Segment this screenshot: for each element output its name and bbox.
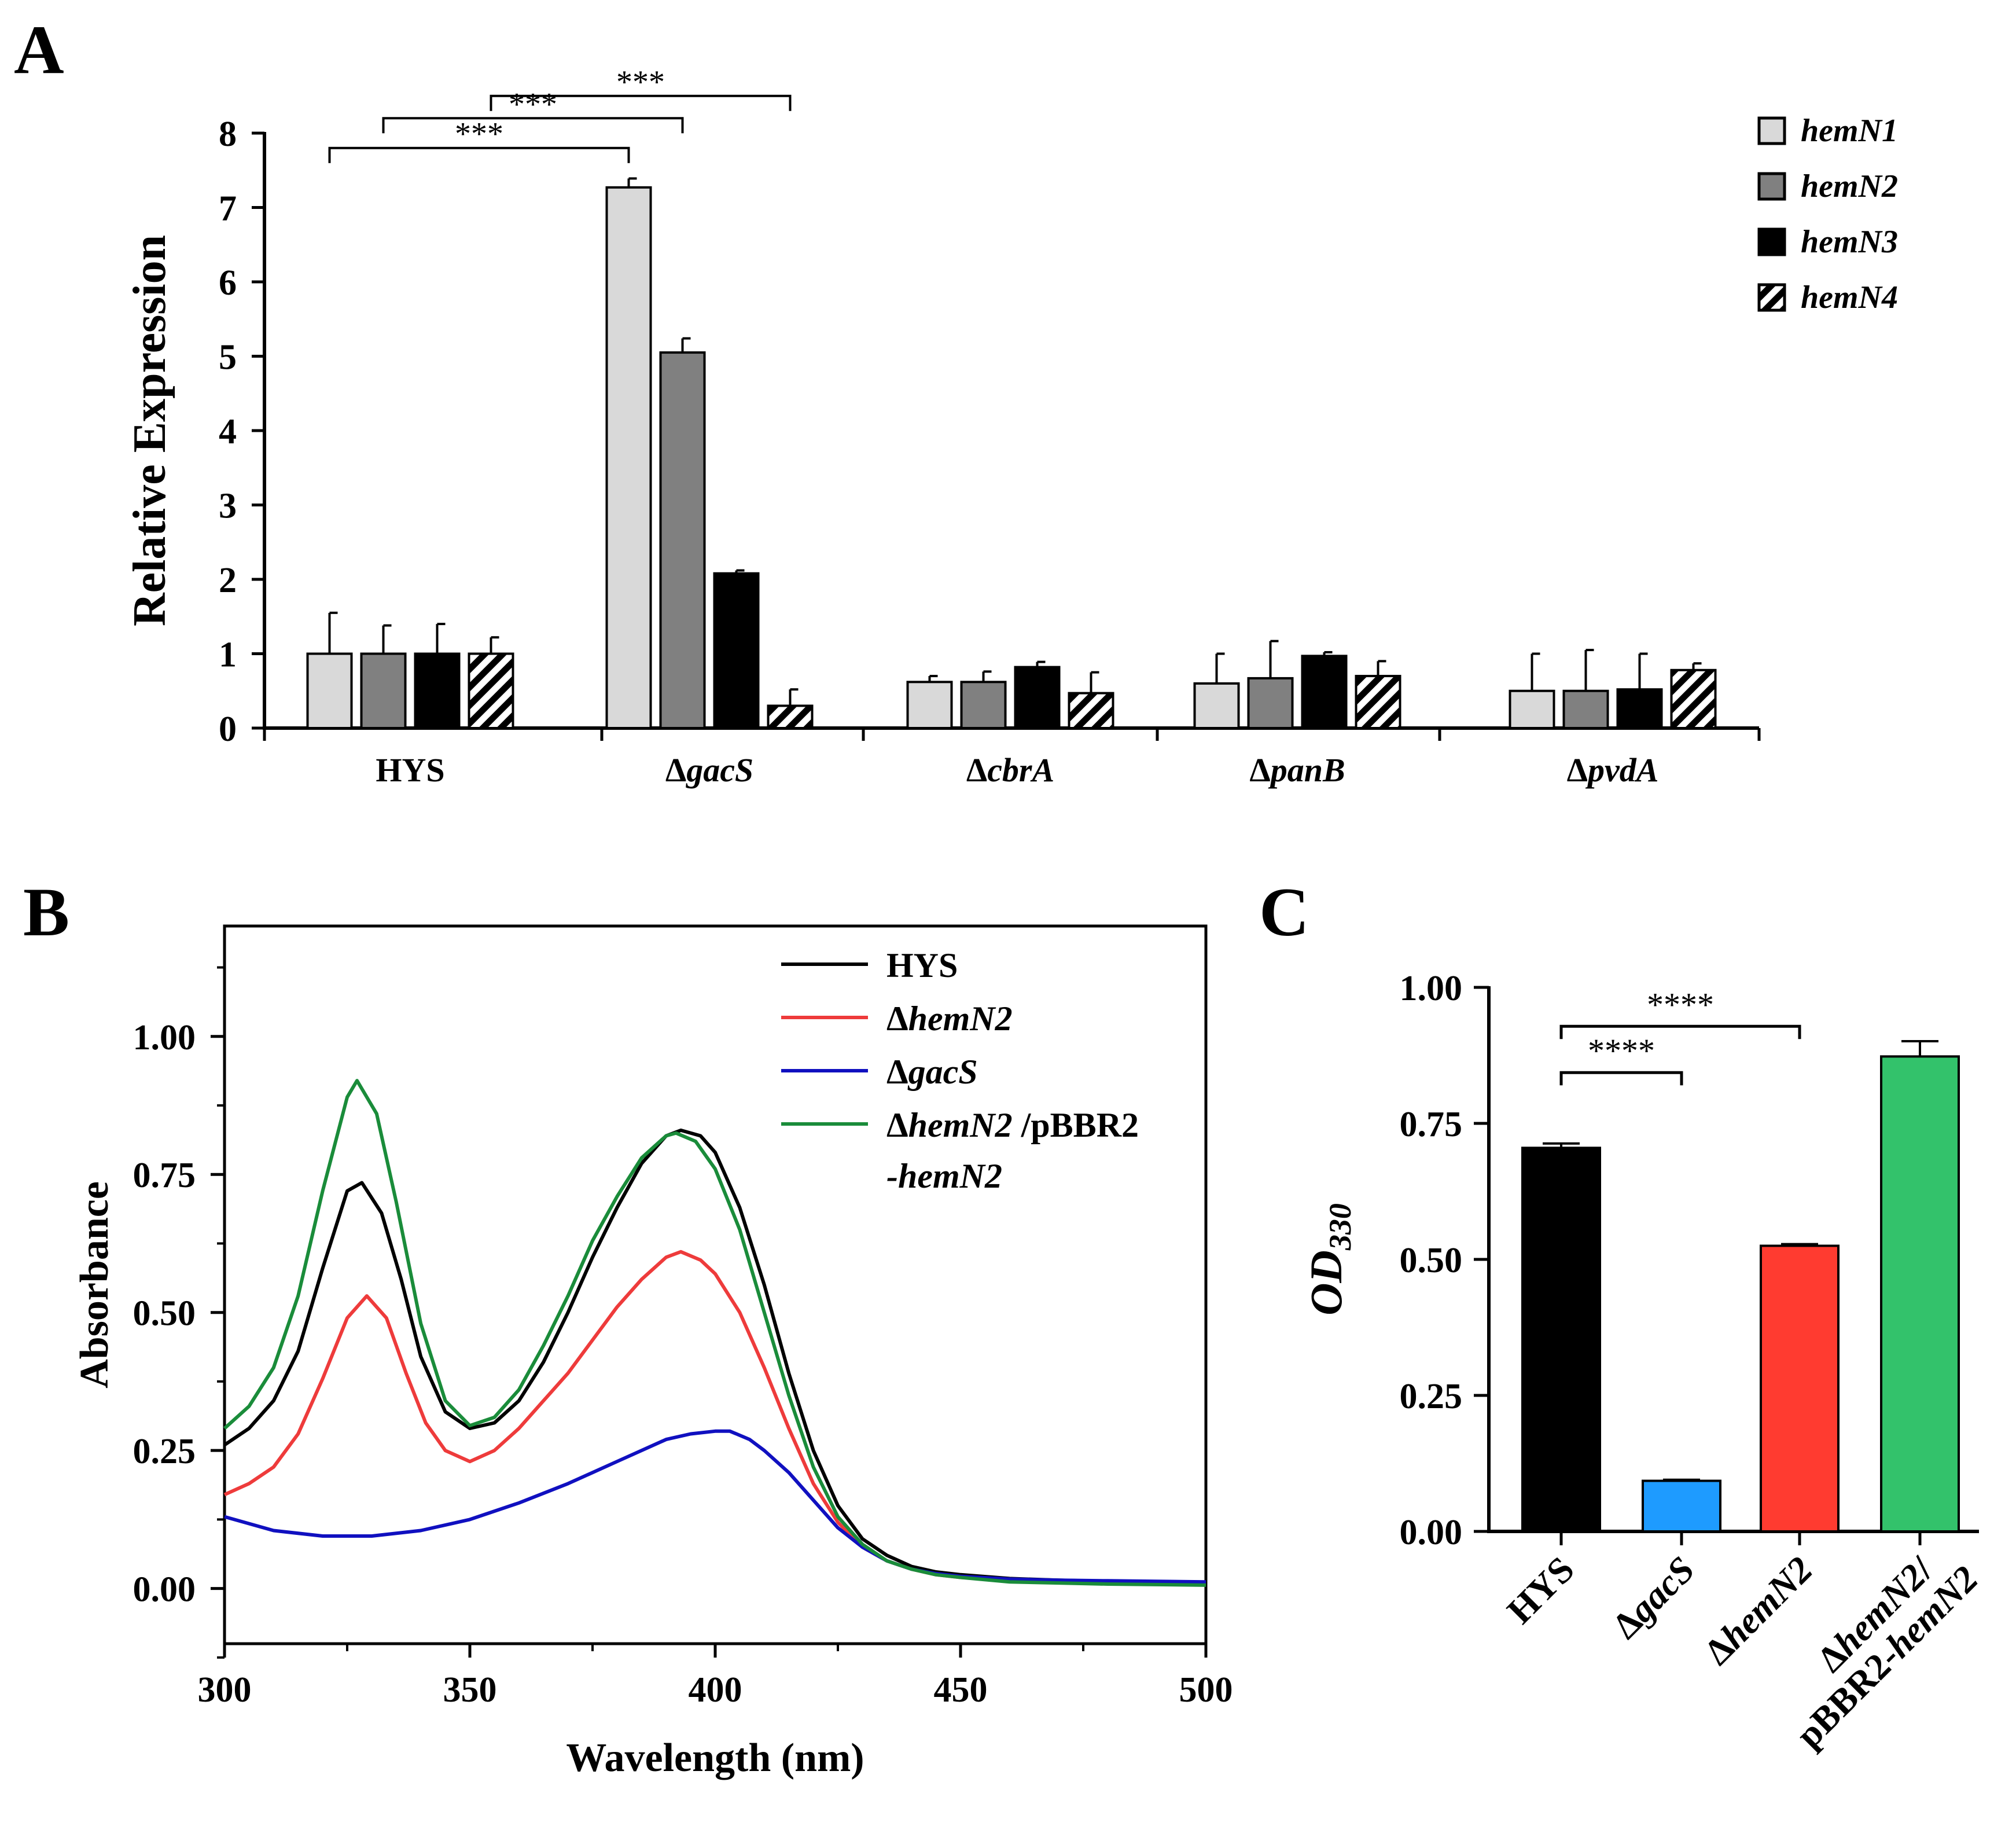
legend-swatch-hemN4 (1757, 283, 1786, 312)
significance-bracket (328, 146, 630, 163)
bar (1760, 1244, 1840, 1533)
bar-hemN3 (1616, 688, 1663, 730)
legend-swatch-hemN1 (1757, 116, 1786, 145)
y-tick-label: 3 (219, 487, 237, 526)
bar-hemN4 (767, 704, 814, 729)
x-tick-label: 350 (443, 1670, 497, 1710)
y-tick-label: 0.50 (1400, 1241, 1463, 1280)
y-tick-label: 6 (219, 263, 237, 303)
y-tick-label: 8 (219, 115, 237, 154)
significance-label: *** (455, 116, 503, 152)
y-tick-label: 1 (219, 635, 237, 675)
bar (1642, 1479, 1721, 1533)
bar-hemN1 (906, 681, 953, 729)
bar-hemN1 (306, 652, 353, 729)
panel-label-b: B (23, 873, 69, 950)
panel-a-bar-chart: 0 1 2 3 4 5 6 7 8 Relative Expression HYS ΔgacS Δcbr… (124, 64, 1898, 789)
y-tick-label: 0.25 (1400, 1377, 1463, 1416)
series-line (223, 1128, 1206, 1585)
bar-hemN4 (1355, 675, 1401, 730)
category-label: HYS (376, 751, 444, 789)
legend-swatch-hemN2 (1757, 172, 1786, 201)
legend-label: hemN2 (1801, 168, 1898, 204)
bar-hemN3 (713, 572, 760, 729)
legend-label: HYS (886, 946, 958, 984)
legend-label: hemN3 (1801, 224, 1898, 260)
legend-label: hemN4 (1801, 280, 1898, 315)
x-axis-title: Wavelength (nm) (566, 1736, 864, 1780)
bar-hemN1 (605, 186, 652, 729)
legend-label: ΔhemN2 /pBBR2 (886, 1106, 1139, 1144)
x-tick-label: 400 (689, 1670, 742, 1710)
bar-hemN1 (1193, 682, 1240, 730)
y-tick-label: 0.25 (133, 1432, 196, 1471)
legend-label: ΔgacS (886, 1053, 978, 1091)
bar-hemN3 (1014, 666, 1061, 730)
bar-hemN2 (1562, 689, 1609, 729)
y-axis-title: Relative Expression (124, 235, 175, 626)
legend-swatch-hemN3 (1757, 227, 1786, 256)
series-line (224, 1429, 1206, 1584)
y-tick-label: 0.00 (1400, 1513, 1463, 1552)
significance-bracket (1559, 1071, 1683, 1086)
x-tick-label: 300 (198, 1670, 252, 1710)
y-tick-label: 7 (219, 189, 237, 229)
bar-hemN2 (659, 351, 706, 729)
series-line (223, 1079, 1206, 1587)
y-tick-label: 4 (219, 412, 237, 451)
bar-hemN4 (468, 652, 514, 729)
bar (1521, 1147, 1601, 1533)
y-tick-label: 0.50 (133, 1294, 196, 1333)
bar-hemN2 (360, 652, 407, 729)
significance-bracket (382, 117, 684, 134)
y-tick-label: 2 (219, 561, 237, 600)
category-label: ΔcbrA (966, 751, 1054, 789)
panel-b-line-chart: 300 350 400 450 500 0.00 0.25 0.50 0.75 1.00 Wavel… (72, 924, 1233, 1780)
bar-hemN4 (1068, 692, 1114, 729)
significance-label: *** (616, 64, 665, 100)
significance-label: **** (1588, 1032, 1655, 1070)
bar-hemN4 (1670, 668, 1717, 730)
x-tick-label: 450 (934, 1670, 988, 1710)
y-tick-label: 0.75 (1400, 1105, 1463, 1144)
y-axis-title: Absorbance (72, 1181, 117, 1388)
y-tick-label: 5 (219, 338, 237, 377)
significance-label: **** (1647, 986, 1714, 1023)
y-tick-label: 0 (219, 710, 237, 749)
significance-label: *** (509, 86, 557, 122)
legend-label: ΔhemN2 (886, 1000, 1013, 1038)
bar-hemN2 (960, 681, 1007, 729)
y-tick-label: 0.00 (133, 1570, 196, 1610)
x-tick-label: 500 (1179, 1670, 1233, 1710)
bar-hemN2 (1247, 677, 1294, 730)
category-label: ΔpanB (1249, 751, 1345, 789)
panel-label-a: A (14, 11, 64, 88)
significance-bracket (490, 94, 792, 111)
legend-label: hemN1 (1801, 113, 1898, 149)
y-tick-label: 1.00 (1400, 969, 1463, 1008)
bar (1880, 1055, 1960, 1533)
y-axis-title: OD330 (1301, 1203, 1358, 1316)
panel-label-c: C (1259, 873, 1309, 950)
y-tick-label: 1.00 (133, 1018, 196, 1057)
bar-hemN3 (1301, 655, 1348, 729)
category-label: ΔpvdA (1567, 751, 1659, 789)
y-tick-label: 0.75 (133, 1156, 196, 1195)
legend-label-line2: -hemN2 (886, 1157, 1002, 1195)
significance-bracket (1559, 1024, 1801, 1039)
category-label: ΔgacS (665, 751, 753, 789)
bar-hemN1 (1509, 689, 1555, 729)
bar-hemN3 (414, 652, 461, 729)
